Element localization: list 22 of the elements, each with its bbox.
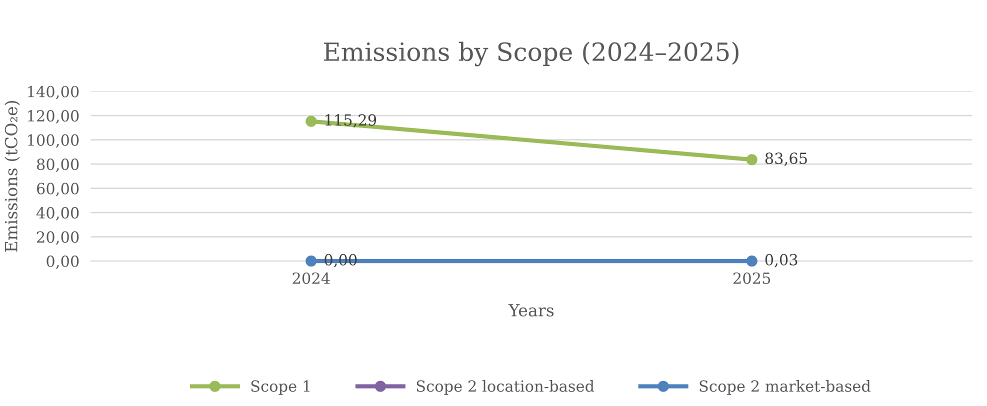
y-tick-label: 40,00	[36, 207, 79, 220]
y-tick-label: 80,00	[36, 158, 79, 172]
legend-label: Scope 1	[251, 380, 310, 395]
legend-label: Scope 2 market-based	[700, 380, 871, 395]
point	[306, 116, 317, 127]
y-tick-label: 20,00	[36, 231, 79, 245]
x-axis-title: Years	[508, 304, 554, 317]
x-tick-label: 2024	[292, 272, 330, 284]
y-axis-title: Emissions (tCO₂e)	[4, 101, 20, 252]
x-tick-label: 2025	[733, 272, 770, 284]
chart-title: Emissions by Scope (2024–2025)	[324, 42, 738, 66]
y-tick-label: 140,00	[28, 86, 79, 100]
y-tick-label: 60,00	[36, 182, 79, 196]
point	[746, 255, 758, 267]
point	[746, 154, 758, 166]
data-label: 83,65	[765, 152, 807, 166]
y-tick-label: 0,00	[46, 256, 79, 269]
point	[306, 256, 317, 267]
y-tick-label: 100,00	[28, 134, 79, 148]
y-tick-label: 120,00	[28, 110, 79, 124]
data-label: 0,03	[765, 254, 798, 268]
legend-label: Scope 2 location-based	[416, 380, 594, 395]
